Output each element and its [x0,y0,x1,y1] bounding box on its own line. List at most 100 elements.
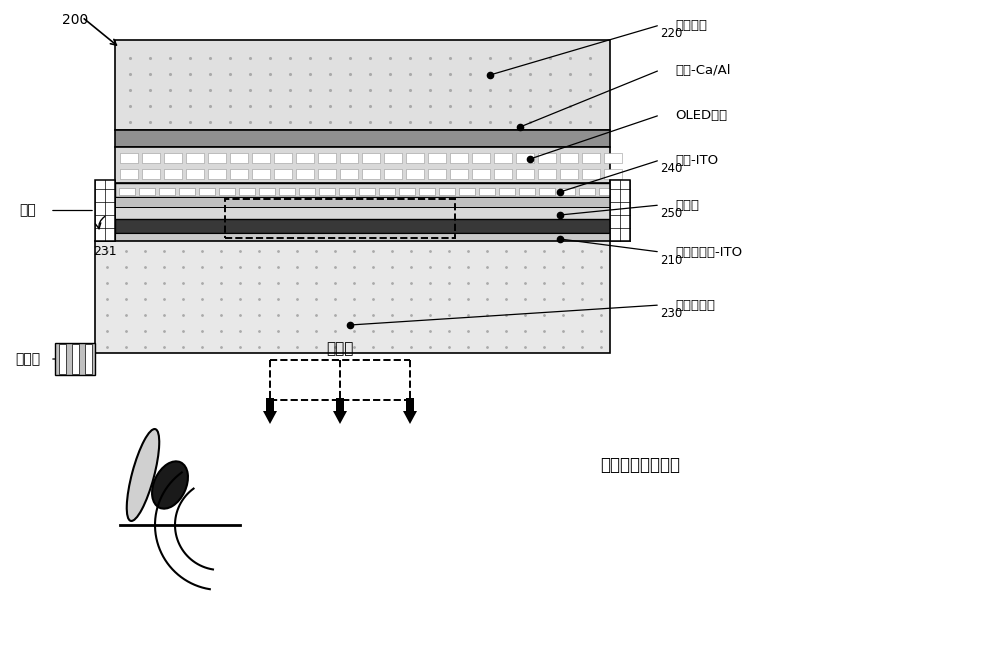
FancyArrow shape [333,398,347,424]
Bar [559,188,575,195]
Bar [252,169,270,179]
Bar [539,188,555,195]
Bar [115,147,610,183]
Text: OLED堆叠: OLED堆叠 [675,108,727,122]
Bar [604,169,622,179]
Bar [274,169,292,179]
Bar [538,153,556,163]
Bar [115,219,610,233]
Bar [560,169,578,179]
Bar [55,343,95,375]
Text: 触摸传感器-ITO: 触摸传感器-ITO [675,245,742,259]
Ellipse shape [127,429,159,521]
Text: 上盖玻璃: 上盖玻璃 [675,19,707,31]
Bar [384,169,402,179]
Bar [340,169,358,179]
Bar [159,188,175,195]
Bar [115,40,610,130]
Bar [604,153,622,163]
Bar [252,153,270,163]
Bar [450,153,468,163]
Bar [406,169,424,179]
Bar [340,153,358,163]
Bar [582,153,600,163]
Bar [450,169,468,179]
Bar [439,188,455,195]
Text: 220: 220 [660,27,682,39]
Bar [319,188,335,195]
Text: 240: 240 [660,162,682,174]
Text: 胶合: 胶合 [20,203,36,217]
Text: 光方向: 光方向 [326,341,354,356]
Bar [219,188,235,195]
Bar [164,153,182,163]
Bar [582,169,600,179]
Bar [472,153,490,163]
Bar [72,344,79,374]
Bar [179,188,195,195]
Bar [560,153,578,163]
Bar [419,188,435,195]
Bar [85,344,92,374]
Text: 阴极-Ca/Al: 阴极-Ca/Al [675,63,730,76]
Bar [225,199,455,238]
Bar [279,188,295,195]
Bar [199,188,215,195]
Bar [230,153,248,163]
Bar [428,169,446,179]
Text: 250: 250 [660,207,682,219]
Bar [599,188,615,195]
Bar [459,188,475,195]
Bar [274,153,292,163]
Bar [59,344,66,374]
Bar [115,183,610,197]
Text: 绝缘体: 绝缘体 [675,198,699,211]
Bar [115,130,610,147]
Bar [499,188,515,195]
Text: 偏振器: 偏振器 [15,352,41,366]
Text: 230: 230 [660,307,682,319]
Text: 210: 210 [660,253,682,267]
Bar [296,153,314,163]
Bar [359,188,375,195]
Bar [384,153,402,163]
Bar [479,188,495,195]
Bar [95,241,610,353]
Bar [406,153,424,163]
Bar [610,180,630,241]
Text: 231: 231 [93,245,117,258]
Bar [494,153,512,163]
Bar [115,233,610,241]
Bar [208,153,226,163]
Bar [472,169,490,179]
FancyArrow shape [403,398,417,424]
Bar [119,188,135,195]
Bar [428,153,446,163]
Bar [142,153,160,163]
Bar [516,153,534,163]
Text: 200: 200 [62,13,88,27]
Bar [120,153,138,163]
Bar [208,169,226,179]
Bar [318,169,336,179]
Ellipse shape [152,462,188,509]
Bar [164,169,182,179]
Text: 下基板玻璃: 下基板玻璃 [675,299,715,311]
Text: 阳极-ITO: 阳极-ITO [675,154,718,166]
Bar [259,188,275,195]
Bar [120,169,138,179]
Bar [186,169,204,179]
Bar [115,197,610,207]
Bar [239,188,255,195]
Bar [362,169,380,179]
Bar [318,153,336,163]
Bar [579,188,595,195]
Bar [519,188,535,195]
Bar [95,180,115,241]
Bar [142,169,160,179]
FancyArrow shape [263,398,277,424]
Bar [494,169,512,179]
Bar [516,169,534,179]
Bar [299,188,315,195]
Bar [139,188,155,195]
